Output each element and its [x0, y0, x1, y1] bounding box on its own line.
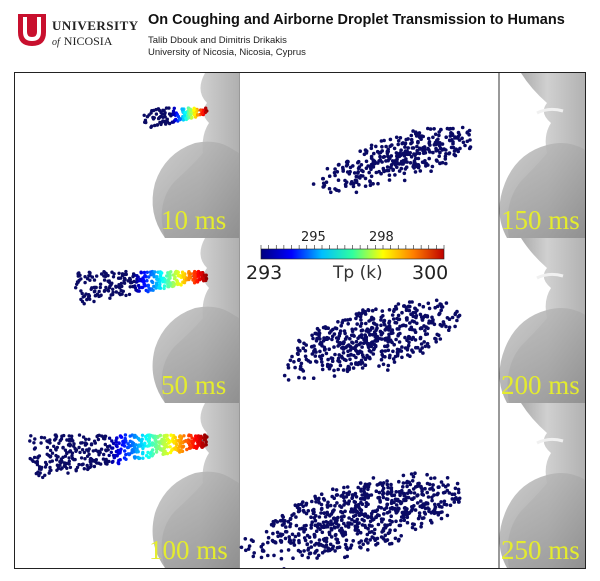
droplet-spray: [28, 433, 209, 480]
colorbar-title: Tp (k): [333, 263, 383, 283]
colorbar-min-label: 293: [246, 262, 283, 284]
university-logo-icon: [18, 14, 46, 46]
head-model-right: [499, 403, 585, 568]
time-label-150ms: 150 ms: [501, 205, 580, 235]
university-line1: UNIVERSITY: [52, 18, 139, 33]
paper-title: On Coughing and Airborne Droplet Transmi…: [148, 12, 565, 28]
colorbar-max-label: 300: [412, 262, 449, 284]
colorbar: [260, 248, 445, 260]
faces-left: [152, 73, 239, 568]
droplet-cloud: [311, 125, 473, 195]
simulation-figure: 10 ms 50 ms 100 ms 150 ms 200 ms 250 ms …: [14, 72, 586, 569]
droplet-sprays: [28, 106, 209, 480]
university-name: UNIVERSITY of NICOSIA: [52, 19, 139, 48]
paper-authors: Talib Dbouk and Dimitris Drikakis: [148, 35, 287, 46]
university-nicosia: NICOSIA: [63, 34, 113, 48]
time-label-250ms: 250 ms: [501, 535, 580, 565]
university-of: of: [52, 37, 60, 48]
time-label-100ms: 100 ms: [149, 535, 228, 565]
colorbar-ticks: [260, 245, 445, 249]
head-model-right: [499, 238, 585, 403]
faces-right: [499, 73, 585, 568]
simulation-canvas: [28, 73, 585, 568]
paper-affiliation: University of Nicosia, Nicosia, Cyprus: [148, 47, 306, 58]
head-model-right: [499, 73, 585, 238]
droplet-spray: [74, 269, 209, 306]
droplet-clouds: [239, 125, 473, 568]
time-label-10ms: 10 ms: [161, 205, 227, 235]
droplet-spray: [142, 106, 209, 129]
droplet-cloud: [282, 298, 462, 382]
time-label-200ms: 200 ms: [501, 370, 580, 400]
droplet-cloud: [239, 471, 462, 568]
colorbar-tick-label-298: 298: [369, 230, 394, 245]
time-label-50ms: 50 ms: [161, 370, 227, 400]
university-line2: of NICOSIA: [52, 35, 139, 48]
colorbar-tick-label-295: 295: [301, 230, 326, 245]
